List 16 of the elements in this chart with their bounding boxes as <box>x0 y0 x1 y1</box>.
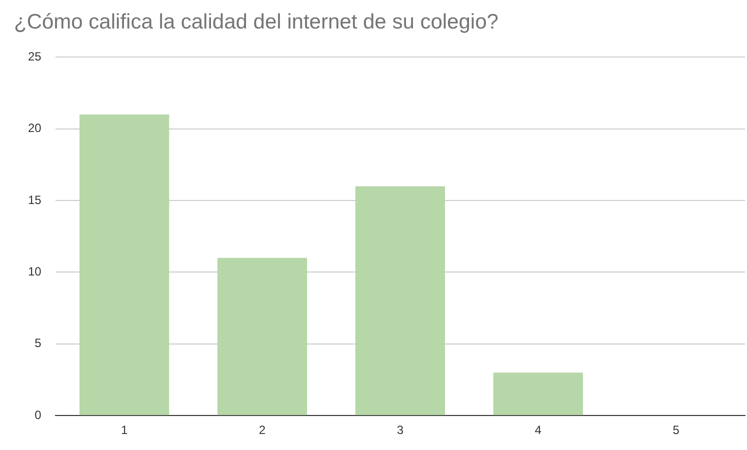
x-tick-label: 5 <box>672 423 680 438</box>
x-tick-label: 4 <box>534 423 542 438</box>
y-tick-label: 15 <box>28 192 42 207</box>
y-tick-label: 25 <box>28 50 42 64</box>
y-tick-label: 10 <box>28 264 42 279</box>
bar <box>355 186 445 416</box>
bar <box>493 372 583 416</box>
y-tick-label: 20 <box>28 121 42 136</box>
chart-title: ¿Cómo califica la calidad del internet de su colegio? <box>14 10 498 34</box>
y-tick-label: 0 <box>34 408 42 422</box>
y-tick-label: 5 <box>34 336 42 350</box>
bar <box>217 258 308 416</box>
x-tick-label: 3 <box>396 423 404 438</box>
bar <box>79 114 170 416</box>
x-tick-label: 2 <box>258 423 266 438</box>
x-tick-label: 1 <box>120 423 128 438</box>
